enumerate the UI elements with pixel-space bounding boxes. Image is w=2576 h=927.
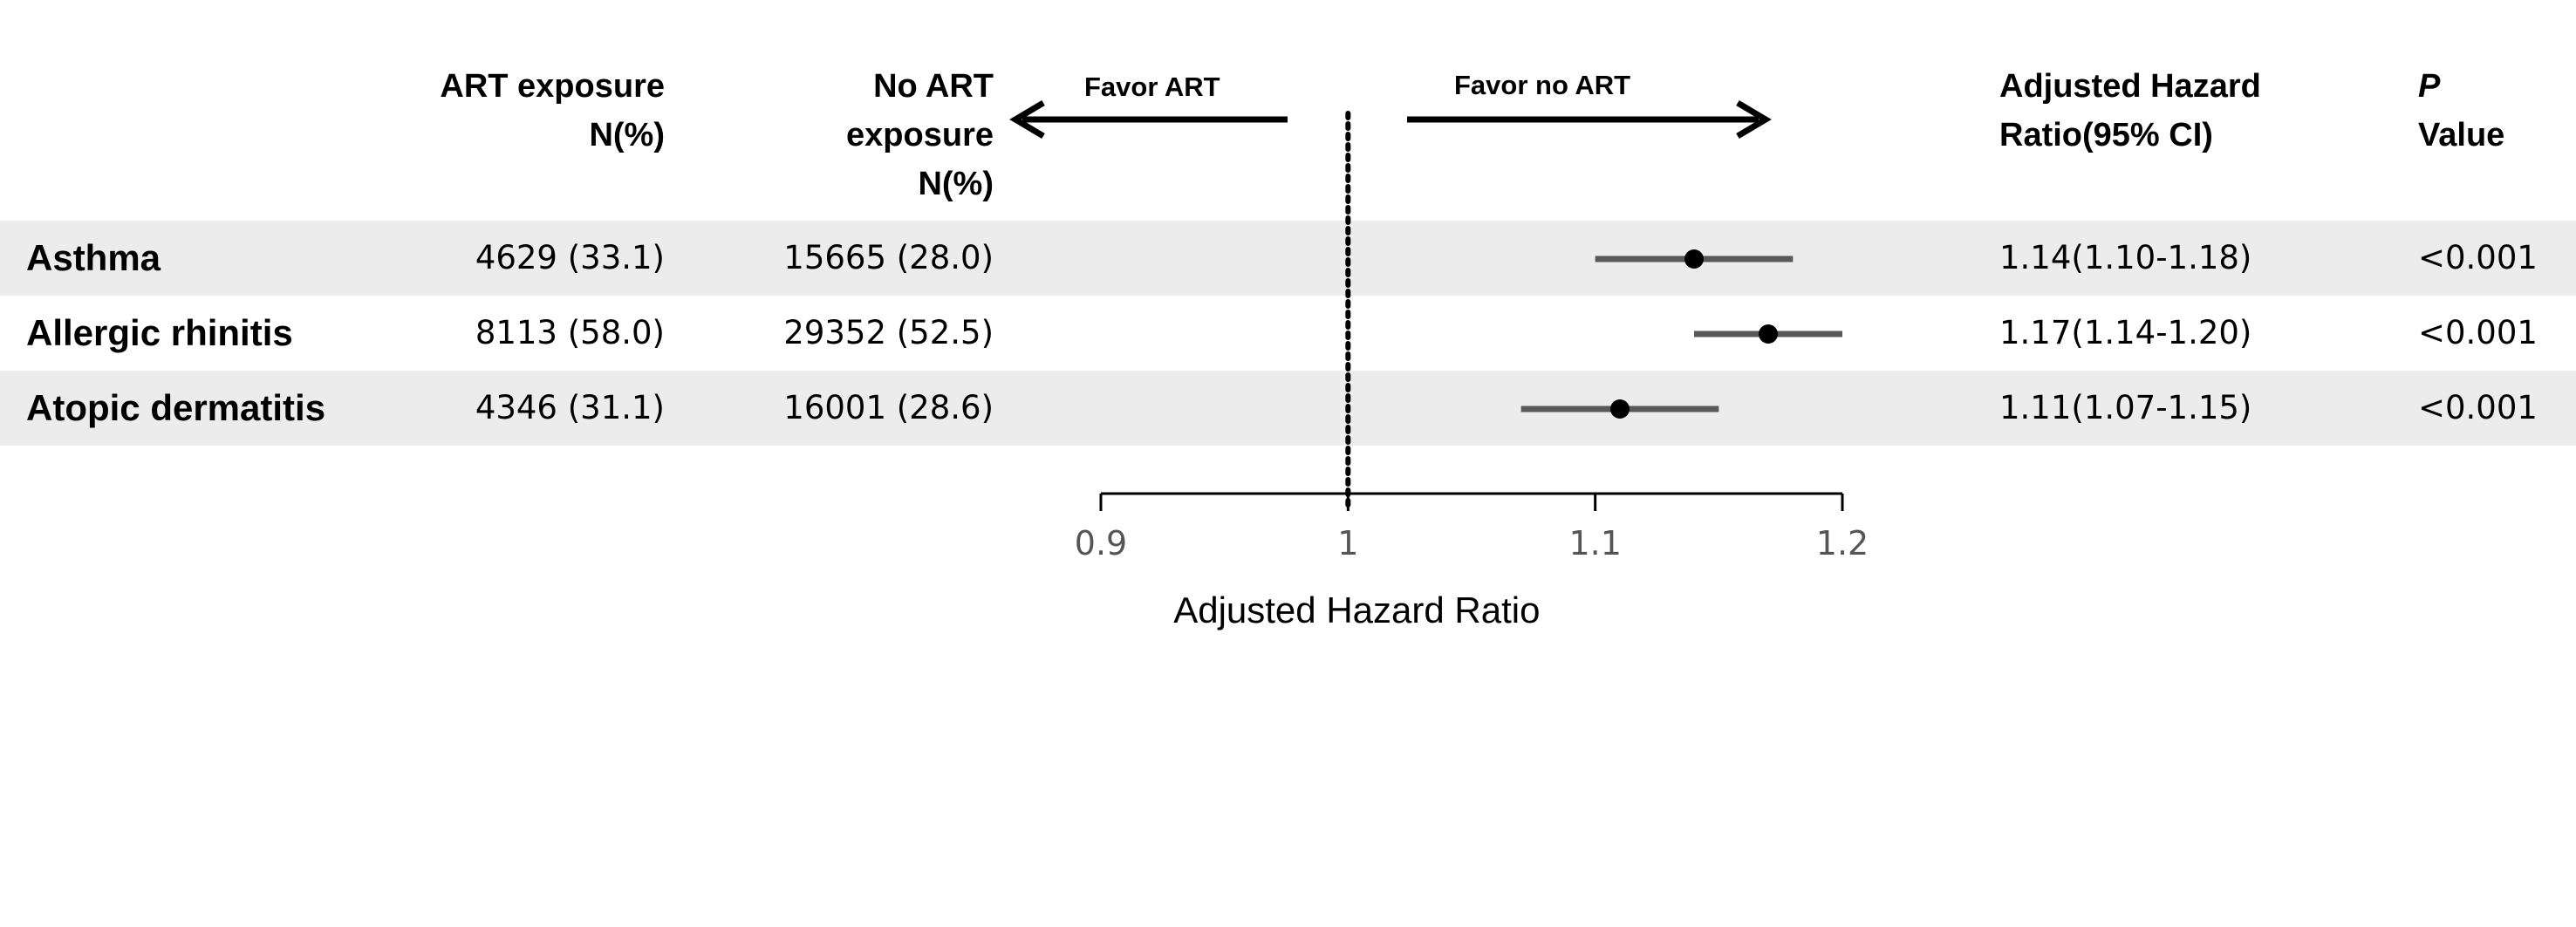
header-ahr-line1: Adjusted Hazard <box>1999 68 2261 105</box>
header-no-art-line2: exposure <box>846 117 994 153</box>
header-p-italic: P <box>2418 68 2441 105</box>
point-asthma <box>1684 249 1704 269</box>
p-value-asthma: <0.001 <box>2418 239 2538 276</box>
row-label-allergic-rhinitis: Allergic rhinitis <box>26 312 293 353</box>
favor-no-art-arrowhead <box>1736 99 1772 140</box>
favor-art-label: Favor ART <box>1084 72 1220 102</box>
x-tick-label-1: 1 <box>1337 524 1358 562</box>
header-ahr-line2: Ratio(95% CI) <box>1999 117 2213 153</box>
row-label-atopic-dermatitis: Atopic dermatitis <box>26 387 326 428</box>
ahr-text-asthma: 1.14(1.10-1.18) <box>1999 239 2252 276</box>
chart-layer: 0.9 1 1.1 1.2 Adjusted Hazard Ratio <box>1075 111 1869 630</box>
x-axis-label: Adjusted Hazard Ratio <box>1173 590 1540 630</box>
favor-art-arrow <box>1009 99 1288 140</box>
p-value-atopic-dermatitis: <0.001 <box>2418 389 2538 426</box>
art-exposure-allergic-rhinitis: 8113 (58.0) <box>475 314 665 351</box>
point-atopic-dermatitis <box>1610 399 1630 419</box>
ahr-text-atopic-dermatitis: 1.11(1.07-1.15) <box>1999 389 2252 426</box>
art-exposure-atopic-dermatitis: 4346 (31.1) <box>475 389 665 426</box>
favor-no-art-label: Favor no ART <box>1454 70 1631 100</box>
header-no-art-exposure: No ART exposure N(%) <box>846 62 994 208</box>
header-p-value: P Value <box>2418 62 2504 160</box>
header-art-exposure: ART exposure N(%) <box>440 62 665 160</box>
header-adjusted-hazard-ratio: Adjusted Hazard Ratio(95% CI) <box>1999 62 2261 160</box>
x-tick-label-1.1: 1.1 <box>1568 524 1621 562</box>
x-tick-label-1.2: 1.2 <box>1816 524 1869 562</box>
p-value-allergic-rhinitis: <0.001 <box>2418 314 2538 351</box>
ahr-text-allergic-rhinitis: 1.17(1.14-1.20) <box>1999 314 2252 351</box>
header-no-art-line1: No ART <box>873 68 994 105</box>
no-art-exposure-allergic-rhinitis: 29352 (52.5) <box>783 314 994 351</box>
art-exposure-asthma: 4629 (33.1) <box>475 239 665 276</box>
point-allergic-rhinitis <box>1759 324 1778 344</box>
x-tick-label-0.9: 0.9 <box>1075 524 1127 562</box>
header-no-art-line3: N(%) <box>918 166 994 202</box>
row-band-atopic-dermatitis <box>0 371 2576 446</box>
header-p-value-word: Value <box>2418 117 2505 153</box>
no-art-exposure-atopic-dermatitis: 16001 (28.6) <box>783 389 994 426</box>
favor-art-arrowhead <box>1009 99 1045 140</box>
row-band-asthma <box>0 221 2576 296</box>
header-art-exposure-line2: N(%) <box>589 117 665 153</box>
no-art-exposure-asthma: 15665 (28.0) <box>783 239 994 276</box>
row-label-asthma: Asthma <box>26 237 161 278</box>
header-art-exposure-line1: ART exposure <box>440 68 665 105</box>
favor-no-art-arrow <box>1407 99 1772 140</box>
